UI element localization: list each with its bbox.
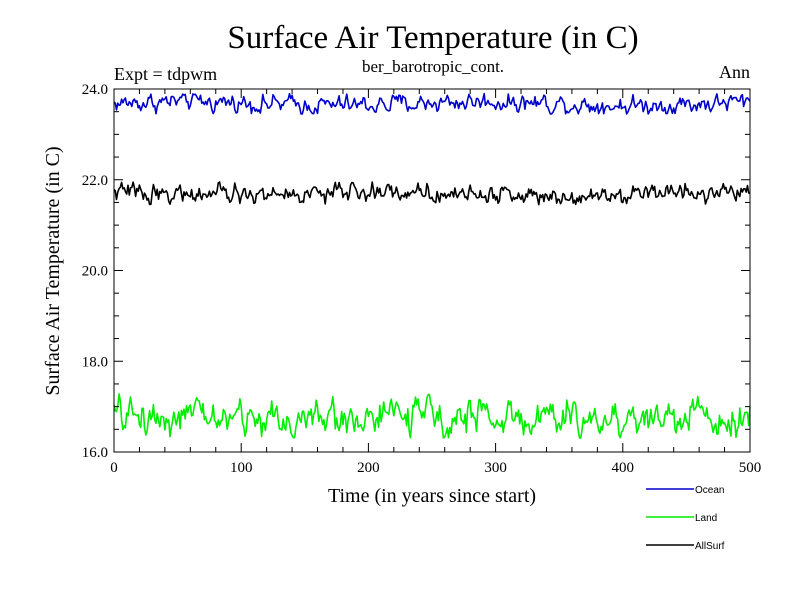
y-tick-label: 22.0 <box>82 173 108 189</box>
series-line-land <box>113 393 751 439</box>
x-tick-label: 100 <box>230 460 253 476</box>
x-tick-label: 0 <box>110 460 118 476</box>
chart-title: Surface Air Temperature (in C) <box>227 20 638 56</box>
x-tick-label: 300 <box>484 460 507 476</box>
axes-group: 0 100 200 300 400 500 16.0 18.0 20.0 22.0 24.0 <box>82 82 762 476</box>
experiment-label: Expt = tdpwm <box>114 64 217 84</box>
legend-label-land: Land <box>695 513 717 524</box>
x-tick-label: 500 <box>739 460 762 476</box>
legend: Ocean Land AllSurf <box>646 485 725 552</box>
y-axis-label: Surface Air Temperature (in C) <box>42 146 64 395</box>
chart-subtitle: ber_barotropic_cont. <box>362 57 504 76</box>
x-tick-label: 200 <box>357 460 380 476</box>
season-label: Ann <box>719 62 750 82</box>
x-axis-label: Time (in years since start) <box>328 485 536 507</box>
series-line-allsurf <box>113 181 751 206</box>
y-tick-label: 18.0 <box>82 354 108 370</box>
series-group <box>113 92 751 439</box>
series-line-ocean <box>113 92 751 115</box>
legend-label-allsurf: AllSurf <box>695 541 725 552</box>
x-tick-label: 400 <box>612 460 635 476</box>
legend-label-ocean: Ocean <box>695 485 724 496</box>
y-tick-label: 24.0 <box>82 82 108 98</box>
y-tick-label: 16.0 <box>82 445 108 461</box>
y-tick-label: 20.0 <box>82 264 108 280</box>
